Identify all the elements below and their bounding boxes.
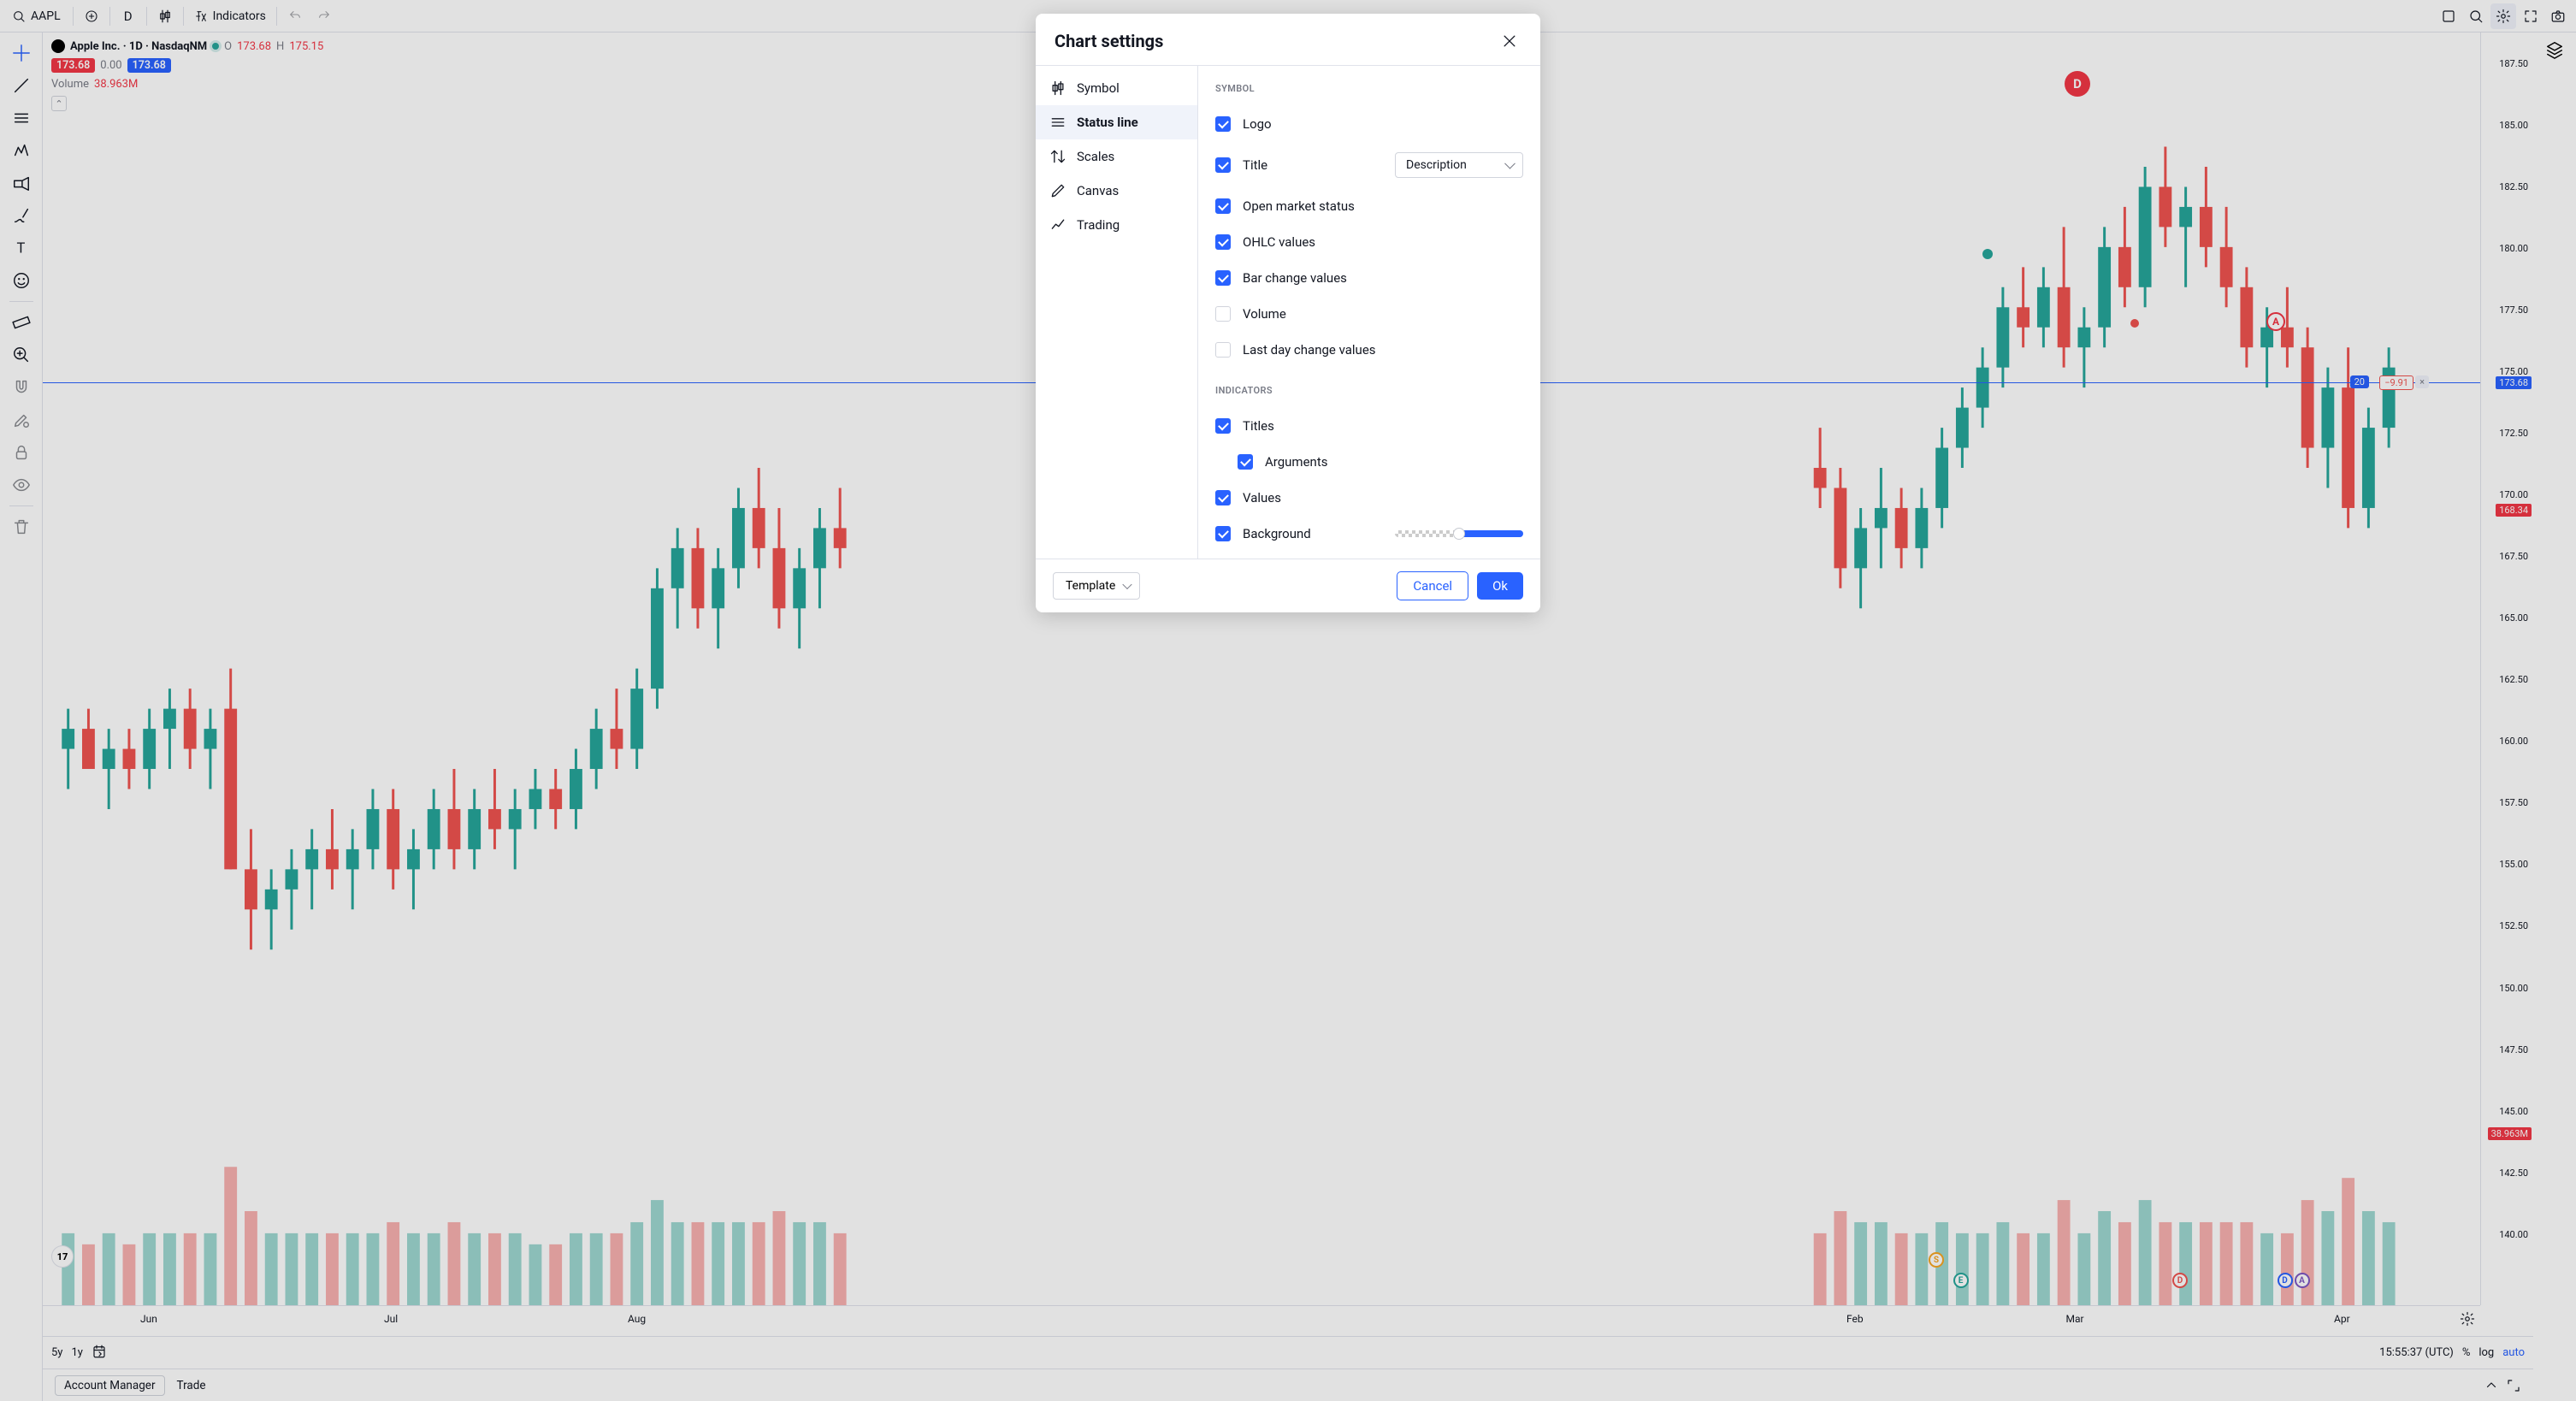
- modal-body: Symbol Status line Scales Canvas Trading…: [1036, 66, 1540, 559]
- setting-label: Arguments: [1265, 454, 1327, 470]
- checkbox-volume[interactable]: [1215, 306, 1231, 322]
- setting-label: Open market status: [1243, 198, 1355, 214]
- chart-settings-modal: Chart settings Symbol Status line Scales…: [1036, 14, 1540, 612]
- checkbox-ohlc[interactable]: [1215, 234, 1231, 250]
- setting-label: Last day change values: [1243, 342, 1376, 358]
- setting-logo: Logo: [1215, 106, 1523, 142]
- sidebar-item-label: Scales: [1077, 149, 1114, 164]
- setting-background: Background: [1215, 516, 1523, 552]
- close-button[interactable]: [1498, 29, 1521, 53]
- setting-label: Values: [1243, 490, 1281, 505]
- setting-arguments: Arguments: [1215, 444, 1523, 480]
- checkbox-background[interactable]: [1215, 526, 1231, 541]
- close-icon: [1501, 33, 1518, 50]
- section-indicators: INDICATORS: [1215, 385, 1523, 396]
- checkbox-logo[interactable]: [1215, 116, 1231, 132]
- setting-values: Values: [1215, 480, 1523, 516]
- sidebar-item-label: Symbol: [1077, 80, 1120, 96]
- setting-label: Title: [1243, 157, 1267, 173]
- setting-titles: Titles: [1215, 408, 1523, 444]
- lines-icon: [1049, 114, 1066, 131]
- setting-open-market-status: Open market status: [1215, 188, 1523, 224]
- scales-icon: [1049, 148, 1066, 165]
- sidebar-item-trading[interactable]: Trading: [1036, 208, 1197, 242]
- checkbox-title[interactable]: [1215, 157, 1231, 173]
- setting-label: Volume: [1243, 306, 1286, 322]
- checkbox-titles[interactable]: [1215, 418, 1231, 434]
- sidebar-item-label: Trading: [1077, 217, 1120, 233]
- modal-header: Chart settings: [1036, 14, 1540, 66]
- setting-bar-change: Bar change values: [1215, 260, 1523, 296]
- title-select[interactable]: Description: [1395, 152, 1523, 178]
- checkbox-arguments[interactable]: [1238, 454, 1253, 470]
- trading-icon: [1049, 216, 1066, 234]
- setting-label: Logo: [1243, 116, 1272, 132]
- template-button[interactable]: Template: [1053, 572, 1140, 600]
- opacity-slider[interactable]: [1395, 530, 1523, 537]
- sidebar-item-status-line[interactable]: Status line: [1036, 105, 1197, 139]
- sidebar-item-label: Status line: [1077, 115, 1138, 130]
- checkbox-values[interactable]: [1215, 490, 1231, 505]
- modal-title: Chart settings: [1055, 31, 1163, 51]
- setting-label: Background: [1243, 526, 1311, 541]
- sidebar-item-canvas[interactable]: Canvas: [1036, 174, 1197, 208]
- candles-icon: [1049, 80, 1066, 97]
- setting-label: Bar change values: [1243, 270, 1347, 286]
- checkbox-last-day[interactable]: [1215, 342, 1231, 358]
- cancel-button[interactable]: Cancel: [1397, 571, 1468, 600]
- sidebar-item-scales[interactable]: Scales: [1036, 139, 1197, 174]
- setting-label: Titles: [1243, 418, 1274, 434]
- modal-sidebar: Symbol Status line Scales Canvas Trading: [1036, 66, 1198, 559]
- setting-title: Title Description: [1215, 142, 1523, 188]
- section-symbol: SYMBOL: [1215, 83, 1523, 94]
- ok-button[interactable]: Ok: [1477, 572, 1523, 600]
- modal-content: SYMBOL Logo Title Description Open marke…: [1198, 66, 1540, 559]
- pencil-icon: [1049, 182, 1066, 199]
- setting-ohlc: OHLC values: [1215, 224, 1523, 260]
- setting-last-day-change: Last day change values: [1215, 332, 1523, 368]
- sidebar-item-label: Canvas: [1077, 183, 1119, 198]
- sidebar-item-symbol[interactable]: Symbol: [1036, 71, 1197, 105]
- modal-footer: Template Cancel Ok: [1036, 559, 1540, 612]
- checkbox-bar-change[interactable]: [1215, 270, 1231, 286]
- setting-volume: Volume: [1215, 296, 1523, 332]
- setting-label: OHLC values: [1243, 234, 1315, 250]
- checkbox-open-market[interactable]: [1215, 198, 1231, 214]
